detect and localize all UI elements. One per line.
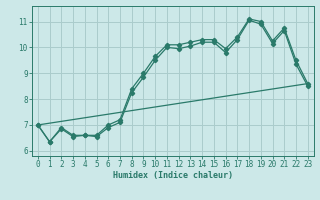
- X-axis label: Humidex (Indice chaleur): Humidex (Indice chaleur): [113, 171, 233, 180]
